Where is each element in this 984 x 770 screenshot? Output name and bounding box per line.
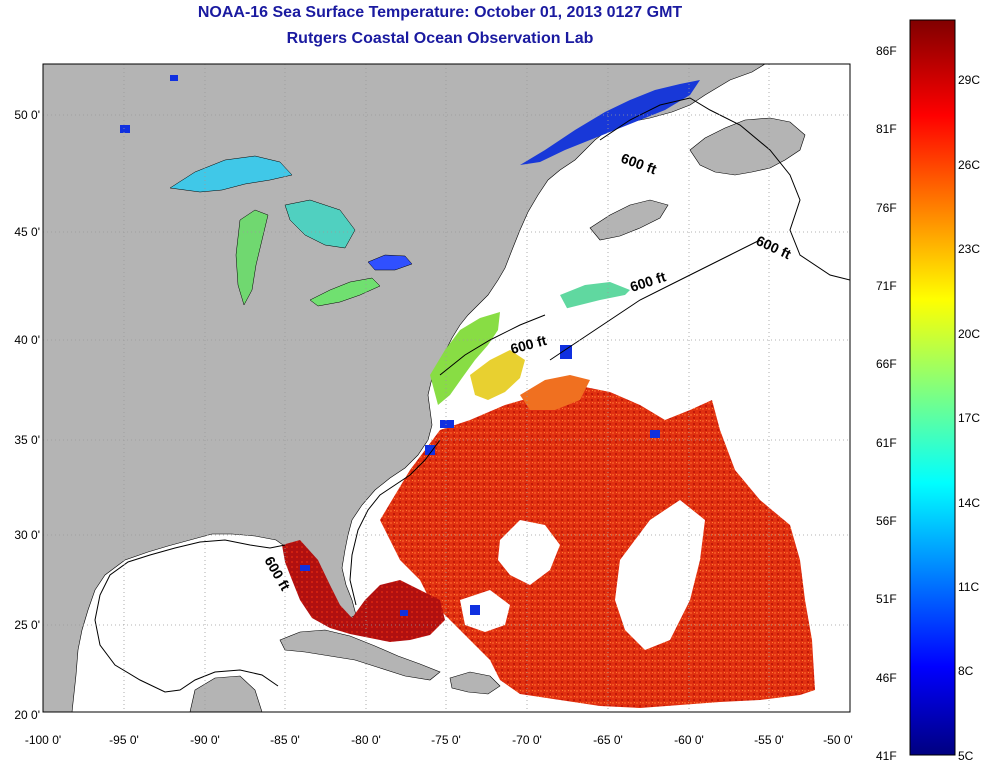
cloud-area: [460, 590, 510, 632]
lat-tick-label: 25 0': [14, 618, 40, 632]
colorbar-label-f: 86F: [876, 44, 897, 58]
colorbar-label-f: 56F: [876, 514, 897, 528]
cold-pixel-specks: [120, 75, 660, 616]
lake-erie: [309, 277, 381, 307]
map-title: NOAA-16 Sea Surface Temperature: October…: [197, 4, 683, 21]
land-north-america: [43, 64, 766, 712]
colorbar-label-c: 20C: [958, 327, 981, 341]
land-cuba: [279, 629, 441, 681]
warm-water-gulf: [282, 540, 445, 642]
colorbar-label-c: 11C: [958, 580, 980, 594]
lon-tick-label: -90 0': [190, 733, 220, 747]
lat-tick-label: 35 0': [14, 433, 40, 447]
colorbar-label-f: 76F: [876, 201, 897, 215]
graticule: [43, 64, 850, 712]
lon-tick-label: -85 0': [270, 733, 300, 747]
colorbar-label-c: 8C: [958, 664, 974, 678]
shelf-water-yellow: [470, 350, 525, 400]
lake-superior: [169, 155, 293, 193]
lon-tick-label: -50 0': [823, 733, 853, 747]
colorbar-label-f: 81F: [876, 122, 897, 136]
land-yucatan: [189, 675, 263, 712]
colorbar-label-c: 14C: [958, 496, 981, 510]
colorbar-label-f: 71F: [876, 279, 897, 293]
bathymetry-contours: [94, 97, 850, 693]
lake-michigan: [235, 209, 269, 306]
cloud-area: [615, 500, 705, 650]
lat-tick-label: 45 0': [14, 225, 40, 239]
colorbar-label-c: 17C: [958, 411, 981, 425]
cloud-area: [498, 520, 560, 585]
lat-tick-label: 40 0': [14, 333, 40, 347]
shelf-water-green: [430, 312, 500, 405]
map-subtitle: Rutgers Coastal Ocean Observation Lab: [286, 30, 594, 47]
st-lawrence-cold-water: [520, 80, 700, 165]
lon-tick-label: -95 0': [109, 733, 139, 747]
cloud-area: [560, 268, 850, 390]
land-hispaniola: [449, 671, 501, 695]
lon-tick-label: -65 0': [593, 733, 623, 747]
map-frame: [42, 63, 851, 713]
lon-tick-label: -100 0': [24, 733, 62, 747]
colorbar-label-c: 26C: [958, 158, 981, 172]
land-newfoundland: [689, 117, 806, 176]
lon-tick-label: -70 0': [512, 733, 542, 747]
lake-huron: [284, 199, 356, 249]
warm-water-orange: [520, 375, 590, 410]
colorbar-label-f: 46F: [876, 671, 897, 685]
land-nova-scotia: [589, 199, 669, 241]
lon-tick-label: -60 0': [674, 733, 704, 747]
lat-tick-label: 20 0': [14, 708, 40, 722]
lake-ontario: [367, 254, 413, 271]
colorbar: [909, 19, 956, 756]
lat-tick-label: 50 0': [14, 108, 40, 122]
lon-tick-label: -55 0': [754, 733, 784, 747]
colorbar-label-f: 61F: [876, 436, 897, 450]
lon-tick-label: -80 0': [351, 733, 381, 747]
lat-tick-label: 30 0': [14, 528, 40, 542]
colorbar-label-f: 41F: [876, 749, 897, 763]
colorbar-label-c: 29C: [958, 73, 981, 87]
lon-tick-label: -75 0': [431, 733, 461, 747]
colorbar-label-f: 51F: [876, 592, 897, 606]
colorbar-label-f: 66F: [876, 357, 897, 371]
colorbar-label-c: 23C: [958, 242, 981, 256]
colorbar-label-c: 5C: [958, 749, 974, 763]
